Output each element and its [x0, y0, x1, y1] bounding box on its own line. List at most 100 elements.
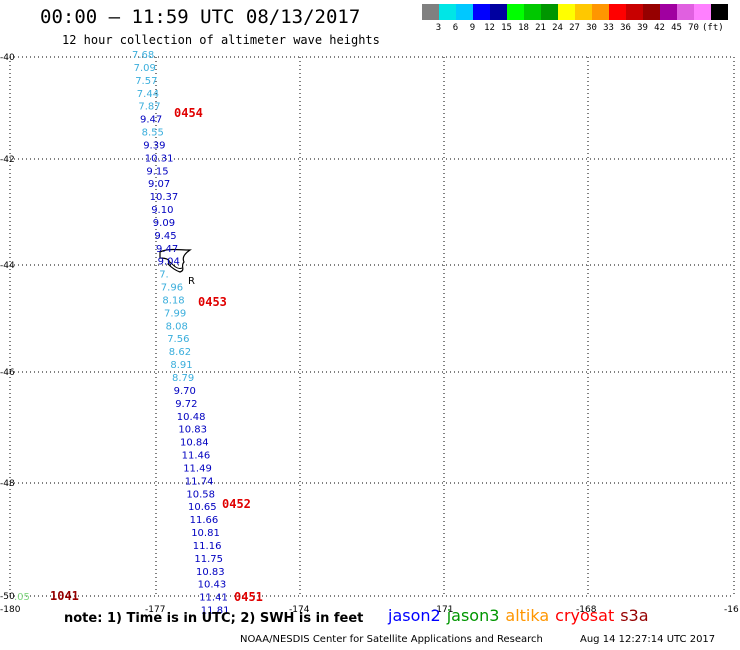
corner-pass-time-label: 1041 — [50, 589, 79, 603]
wave-height-label: 9.72 — [175, 399, 197, 410]
wave-height-label: 8.62 — [169, 347, 191, 358]
lon-tick-label: -174 — [289, 605, 310, 615]
island-outline: R — [159, 248, 195, 287]
color-swatch — [660, 4, 677, 20]
wave-height-label: 10.65 — [188, 502, 217, 513]
wave-height-label: 9.47 — [156, 244, 178, 255]
pass-time-label: 0451 — [234, 590, 263, 604]
wave-height-label: 7.68 — [132, 50, 154, 61]
wave-height-label: 9.15 — [146, 166, 168, 177]
color-scale-tick: 3 — [435, 23, 442, 33]
wave-height-label: 7.57 — [135, 76, 157, 87]
wave-height-label: 8.18 — [162, 296, 184, 307]
satellite-legend: jason2 jason3 altika cryosat s3a — [388, 606, 655, 625]
wave-height-label: 9.09 — [153, 218, 175, 229]
wave-height-label: 9.04 — [158, 257, 180, 268]
color-swatch — [677, 4, 694, 20]
legend-altika: altika — [505, 606, 550, 625]
color-swatch — [490, 4, 507, 20]
wave-height-label: 8.08 — [166, 321, 188, 332]
wave-height-label: 11.81 — [201, 606, 230, 617]
corner-wave-height-label: .05 — [14, 592, 30, 603]
color-swatch — [694, 4, 711, 20]
color-swatch — [643, 4, 660, 20]
wave-height-label: 10.84 — [180, 438, 209, 449]
lon-tick-label: -171 — [433, 605, 453, 615]
color-scale-tick: (ft) — [702, 23, 724, 33]
wave-height-label: 10.83 — [178, 425, 207, 436]
color-swatch — [439, 4, 456, 20]
color-scale-tick: 42 — [654, 23, 665, 33]
legend-jason2: jason2 — [388, 606, 441, 625]
color-scale-tick: 9 — [469, 23, 476, 33]
color-swatch — [592, 4, 609, 20]
color-scale-tick: 6 — [452, 23, 459, 33]
lon-tick-label: -168 — [576, 605, 597, 615]
wave-height-label: 10.37 — [150, 192, 179, 203]
pass-time-label: 0452 — [222, 497, 251, 511]
wave-height-label: 10.83 — [196, 567, 225, 578]
wave-height-label: 7.87 — [138, 102, 160, 113]
color-scale-tick: 24 — [552, 23, 563, 33]
wave-height-label: 8.79 — [172, 373, 194, 384]
color-swatch — [711, 4, 728, 20]
lon-tick-label: -180 — [0, 605, 21, 615]
wave-height-label: 11.16 — [193, 541, 222, 552]
color-scale-tick: 45 — [671, 23, 682, 33]
color-scale-tick: 33 — [603, 23, 614, 33]
color-scale-tick: 12 — [484, 23, 495, 33]
wave-height-label: 11.41 — [199, 593, 228, 604]
color-scale-tick: 70 — [688, 23, 699, 33]
note-text: note: 1) Time is in UTC; 2) SWH is in fe… — [64, 611, 364, 626]
wave-height-label: 9.47 — [140, 115, 162, 126]
timestamp-text: Aug 14 12:27:14 UTC 2017 — [580, 634, 716, 645]
wave-height-label: 8.91 — [170, 360, 192, 371]
wave-height-label: 10.81 — [191, 528, 220, 539]
wave-height-label: 7.96 — [161, 283, 183, 294]
lat-tick-label: -48 — [0, 479, 15, 489]
wave-height-label: 11.49 — [183, 463, 212, 474]
legend-cryosat: cryosat — [555, 606, 615, 625]
color-swatch — [422, 4, 439, 20]
lat-tick-label: -46 — [0, 368, 15, 378]
svg-text:R: R — [188, 276, 195, 287]
wave-height-label: 7.09 — [134, 63, 156, 74]
color-swatch — [541, 4, 558, 20]
color-scale-tick: 27 — [569, 23, 580, 33]
legend-s3a: s3a — [620, 606, 649, 625]
wave-height-label: 7. — [159, 270, 169, 281]
color-swatch — [456, 4, 473, 20]
wave-height-label: 11.66 — [190, 515, 219, 526]
color-swatch — [524, 4, 541, 20]
lat-tick-label: -42 — [0, 155, 15, 165]
color-scale-tick: 39 — [637, 23, 648, 33]
lat-tick-label: -50 — [0, 592, 15, 602]
map-grid — [9, 56, 735, 597]
wave-height-label: 11.46 — [182, 451, 211, 462]
lat-tick-label: -40 — [0, 53, 15, 63]
color-swatch — [507, 4, 524, 20]
color-scale-tick: 30 — [586, 23, 597, 33]
credit-text: NOAA/NESDIS Center for Satellite Applica… — [240, 634, 543, 645]
wave-height-label: 9.39 — [143, 140, 165, 151]
color-swatch — [558, 4, 575, 20]
color-scale-tick: 21 — [535, 23, 546, 33]
wave-height-label: 9.10 — [151, 205, 173, 216]
color-scale-tick: 36 — [620, 23, 631, 33]
color-swatch — [575, 4, 592, 20]
wave-height-label: 11.75 — [194, 554, 223, 565]
pass-time-label: 0453 — [198, 295, 227, 309]
map-title: 00:00 – 11:59 UTC 08/13/2017 — [40, 6, 361, 28]
wave-height-label: 7.56 — [167, 334, 189, 345]
map-subtitle: 12 hour collection of altimeter wave hei… — [62, 33, 380, 47]
wave-height-label: 10.48 — [177, 412, 206, 423]
wave-height-label: 9.70 — [174, 386, 196, 397]
color-swatch — [609, 4, 626, 20]
wave-height-label: 7.99 — [164, 308, 186, 319]
wave-height-label: 9.07 — [148, 179, 170, 190]
color-scale-tick: 18 — [518, 23, 529, 33]
color-scale-tick: 15 — [501, 23, 512, 33]
wave-height-label: 7.44 — [137, 89, 159, 100]
wave-height-label: 11.74 — [185, 476, 214, 487]
